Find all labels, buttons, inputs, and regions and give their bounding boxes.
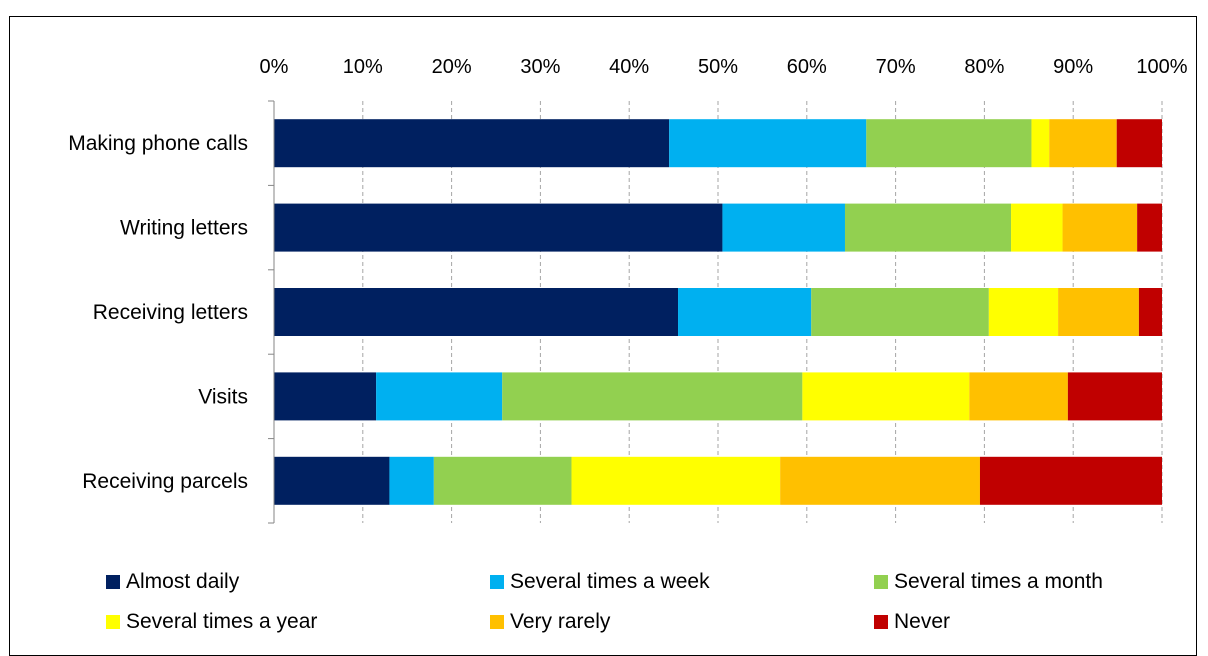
bar-segment [1049, 119, 1117, 168]
category-label: Receiving parcels [82, 470, 248, 493]
x-tick-label: 50% [698, 56, 738, 78]
legend-swatch [106, 615, 120, 629]
legend-label: Almost daily [126, 570, 240, 593]
x-tick-label: 10% [343, 56, 383, 78]
bar-segment [1116, 119, 1162, 168]
bars [274, 119, 1162, 505]
bar-segment [802, 372, 970, 421]
bar-segment [433, 456, 572, 505]
y-axis [268, 100, 275, 524]
x-tick-label: 20% [432, 56, 472, 78]
bar-segment [722, 203, 845, 252]
legend-label: Never [894, 610, 950, 633]
legend-swatch [874, 575, 888, 589]
bar-segment [274, 288, 679, 336]
legend-swatch [874, 615, 888, 629]
bar-segment [844, 203, 1012, 252]
x-tick-label: 30% [520, 56, 560, 78]
bar-segment [274, 203, 723, 252]
bar-segment [979, 456, 1162, 505]
bar-segment [571, 456, 781, 505]
category-label: Visits [198, 385, 248, 408]
bar-segment [1062, 203, 1138, 252]
legend-swatch [490, 575, 504, 589]
bar-segment [811, 288, 989, 336]
bar-segment [678, 288, 812, 336]
legend-label: Several times a year [126, 610, 317, 633]
bar-segment [1031, 119, 1050, 168]
legend: Almost daily Several times a week Several … [106, 570, 1103, 633]
x-tick-label: 100% [1136, 56, 1187, 78]
bar-segment [1058, 288, 1139, 336]
bar-segment [969, 372, 1068, 421]
bar-segment [274, 456, 390, 505]
bar-segment [1011, 203, 1063, 252]
bar-segment [866, 119, 1032, 168]
category-label: Writing letters [120, 217, 248, 240]
bar-segment [1137, 203, 1162, 252]
stacked-bar-chart: 0% 10% 20% 30% 40% 50% 60% 70% 80% 90% 100% Making… [68, 56, 1188, 633]
bar-segment [274, 372, 377, 421]
bar-segment [1138, 288, 1162, 336]
x-tick-label: 60% [787, 56, 827, 78]
legend-label: Several times a month [894, 570, 1103, 593]
bar-segment [669, 119, 867, 168]
bar-segment [389, 456, 434, 505]
bar-segment [376, 372, 503, 421]
category-label: Making phone calls [68, 132, 248, 155]
x-tick-label: 80% [964, 56, 1004, 78]
x-tick-label: 90% [1053, 56, 1093, 78]
bar-segment [988, 288, 1059, 336]
category-labels: Making phone calls Writing letters Receivi… [68, 132, 248, 493]
bar-segment [274, 119, 670, 168]
x-axis-ticks: 0% 10% 20% 30% 40% 50% 60% 70% 80% 90% 100% [260, 56, 1188, 78]
chart-frame: 0% 10% 20% 30% 40% 50% 60% 70% 80% 90% 100% Making… [9, 16, 1197, 656]
x-tick-label: 40% [609, 56, 649, 78]
category-label: Receiving letters [93, 301, 248, 324]
bar-segment [1067, 372, 1162, 421]
legend-label: Several times a week [510, 570, 710, 593]
legend-swatch [490, 615, 504, 629]
legend-swatch [106, 575, 120, 589]
x-tick-label: 0% [260, 56, 289, 78]
x-tick-label: 70% [876, 56, 916, 78]
bar-segment [780, 456, 980, 505]
legend-label: Very rarely [510, 610, 611, 633]
bar-segment [502, 372, 803, 421]
